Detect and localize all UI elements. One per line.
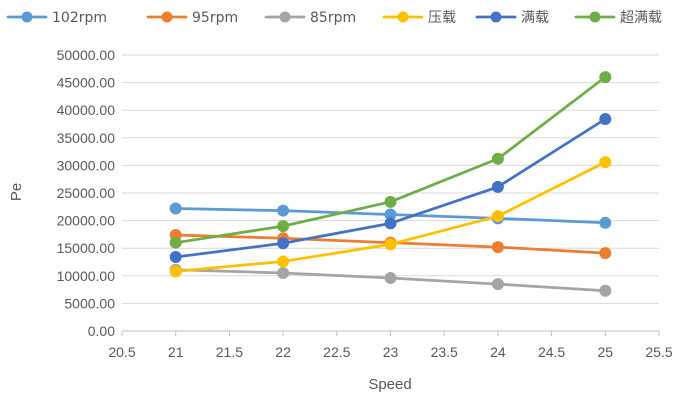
y-tick-label: 45000.00 bbox=[57, 75, 116, 91]
x-tick-label: 22.5 bbox=[323, 344, 350, 360]
data-point bbox=[491, 180, 504, 193]
series-5 bbox=[169, 113, 612, 264]
y-tick-label: 35000.00 bbox=[57, 130, 116, 146]
legend-label: 超满载 bbox=[620, 10, 662, 26]
data-point bbox=[599, 156, 612, 169]
legend-marker bbox=[161, 11, 173, 23]
legend-item-5: 满载 bbox=[475, 10, 549, 26]
x-tick-label: 25.5 bbox=[645, 344, 672, 360]
legend-marker bbox=[279, 11, 291, 23]
legend-marker bbox=[490, 11, 502, 23]
x-tick-label: 24.5 bbox=[538, 344, 565, 360]
data-point bbox=[277, 255, 290, 268]
legend-item-2: 95rpm bbox=[146, 10, 238, 26]
data-point bbox=[277, 267, 290, 280]
y-tick-label: 15000.00 bbox=[57, 240, 116, 256]
legend-label: 85rpm bbox=[310, 10, 356, 26]
legend: 102rpm 95rpm 85rpm 压载 满载 超满载 bbox=[6, 10, 662, 26]
data-point bbox=[384, 238, 397, 251]
y-tick-label: 0.00 bbox=[88, 323, 115, 339]
series-4 bbox=[169, 156, 612, 278]
series-3 bbox=[169, 263, 612, 297]
x-tick-label: 23 bbox=[383, 344, 399, 360]
gridlines bbox=[122, 54, 659, 304]
data-point bbox=[599, 247, 612, 260]
legend-label: 满载 bbox=[521, 10, 549, 26]
legend-label: 压载 bbox=[428, 10, 456, 26]
legend-label: 102rpm bbox=[52, 10, 107, 26]
data-point bbox=[169, 265, 182, 278]
data-point bbox=[599, 284, 612, 297]
data-point bbox=[491, 152, 504, 165]
x-tick-label: 22 bbox=[275, 344, 291, 360]
y-tick-label: 50000.00 bbox=[57, 47, 116, 63]
legend-item-3: 85rpm bbox=[264, 10, 356, 26]
axes: 0.00 5000.00 10000.00 15000.00 20000.00 25000… bbox=[57, 47, 673, 360]
x-tick-label: 21 bbox=[168, 344, 184, 360]
data-point bbox=[169, 236, 182, 249]
legend-item-6: 超满载 bbox=[574, 10, 662, 26]
data-point bbox=[277, 220, 290, 233]
data-point bbox=[599, 71, 612, 84]
x-tick-label: 25 bbox=[598, 344, 614, 360]
legend-marker bbox=[397, 11, 409, 23]
data-point bbox=[169, 202, 182, 215]
y-tick-label: 40000.00 bbox=[57, 102, 116, 118]
y-tick-label: 5000.00 bbox=[64, 295, 115, 311]
data-point bbox=[599, 216, 612, 229]
y-tick-label: 25000.00 bbox=[57, 185, 116, 201]
x-tick-label: 20.5 bbox=[108, 344, 135, 360]
series-layer bbox=[169, 71, 612, 297]
x-tick-label: 21.5 bbox=[216, 344, 243, 360]
legend-marker bbox=[589, 11, 601, 23]
x-tick-label: 24 bbox=[490, 344, 506, 360]
data-point bbox=[491, 278, 504, 291]
data-point bbox=[169, 251, 182, 264]
data-point bbox=[384, 272, 397, 285]
x-tick-label: 23.5 bbox=[431, 344, 458, 360]
data-point bbox=[277, 204, 290, 217]
legend-marker bbox=[21, 11, 33, 23]
data-point bbox=[491, 210, 504, 223]
y-tick-label: 10000.00 bbox=[57, 268, 116, 284]
data-point bbox=[599, 113, 612, 126]
data-point bbox=[384, 217, 397, 230]
legend-item-4: 压载 bbox=[382, 10, 456, 26]
series-6 bbox=[169, 71, 612, 249]
legend-item-1: 102rpm bbox=[6, 10, 107, 26]
y-axis-title: Pe bbox=[8, 183, 25, 201]
y-tick-label: 30000.00 bbox=[57, 157, 116, 173]
y-tick-label: 20000.00 bbox=[57, 213, 116, 229]
data-point bbox=[277, 237, 290, 250]
legend-label: 95rpm bbox=[192, 10, 238, 26]
x-axis-title: Speed bbox=[368, 376, 411, 393]
data-point bbox=[491, 241, 504, 254]
data-point bbox=[384, 195, 397, 208]
